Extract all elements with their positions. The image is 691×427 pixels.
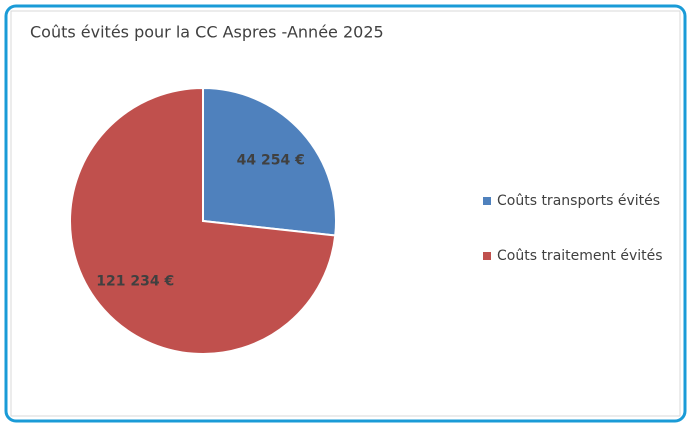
legend-swatch — [483, 252, 491, 260]
plot-border — [10, 10, 681, 417]
pie-slice — [69, 86, 337, 355]
data-label: 121 234 € — [96, 274, 174, 290]
legend-swatch — [483, 197, 491, 205]
pie-slice — [202, 86, 337, 237]
chart-title: Coûts évités pour la CC Aspres -Année 20… — [30, 23, 384, 42]
legend-label: Coûts traitement évités — [497, 248, 663, 264]
data-label: 44 254 € — [237, 152, 305, 168]
legend-label: Coûts transports évités — [497, 193, 660, 209]
